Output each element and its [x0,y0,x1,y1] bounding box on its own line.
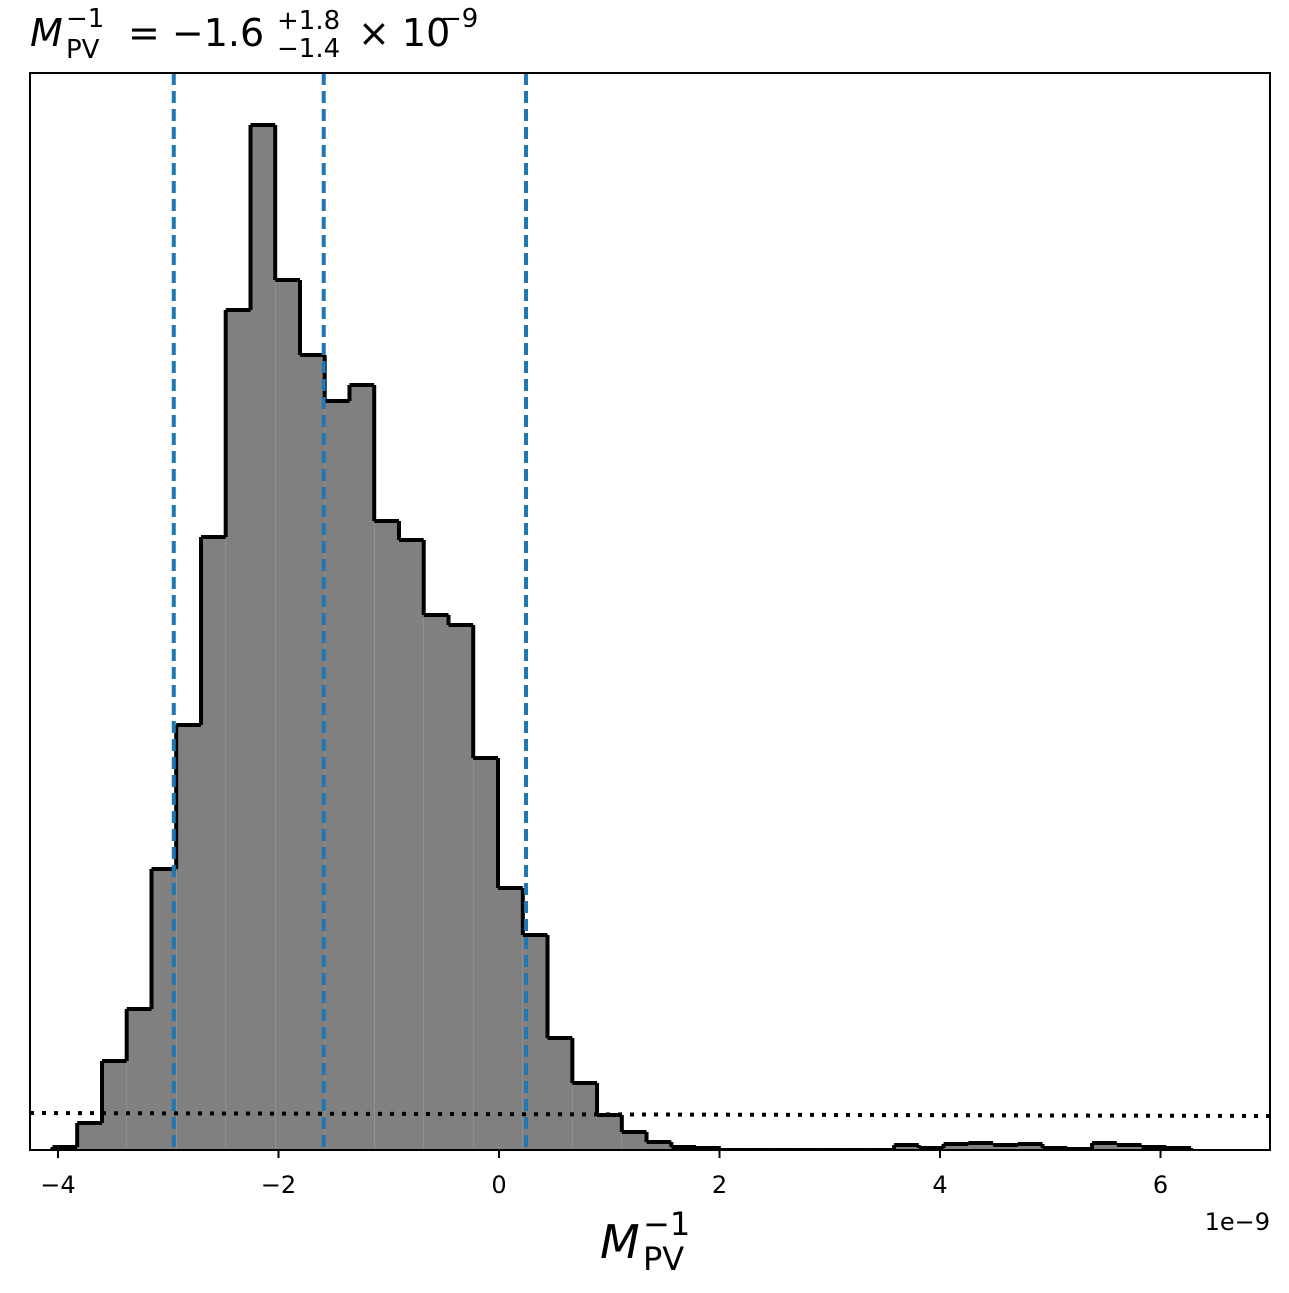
x-label-sub: PV [643,1240,684,1278]
plot-area [30,73,1270,1150]
title-sup: −1 [66,4,104,34]
bar [646,1142,672,1150]
bar [399,540,424,1150]
bar [349,385,375,1150]
bar [324,401,350,1150]
title-value: = −1.6 [128,11,264,55]
bar [1116,1145,1142,1150]
title-lower: −1.4 [277,34,340,64]
bar [498,888,523,1150]
bar [374,521,400,1150]
plot-frame [29,72,1271,1151]
bar [448,625,474,1150]
bar [101,1061,127,1150]
x-axis: −4 −2 0 2 4 6 [40,1150,1168,1199]
bar [1092,1143,1117,1150]
bar [250,125,276,1150]
title-upper: +1.8 [277,6,340,36]
title: M −1 PV = −1.6 +1.8 −1.4 × 10 −9 [30,4,478,65]
bar [943,1144,969,1150]
bar [176,725,202,1150]
x-offset-text: 1e−9 [1205,1208,1270,1236]
bar [894,1145,919,1150]
bar [993,1145,1018,1150]
x-tick-label: 0 [491,1171,506,1199]
bar [275,280,301,1150]
x-tick-label: −2 [261,1171,296,1199]
bar [547,1038,573,1150]
bar [77,1123,102,1150]
bar [225,310,251,1150]
reference-line [30,1111,1270,1118]
bar [621,1132,647,1150]
bar [1017,1144,1043,1150]
title-sub: PV [66,35,100,65]
bar [473,758,499,1150]
x-label-sup: −1 [643,1205,690,1243]
bar [126,1009,152,1150]
x-label-symbol: M [600,1215,640,1269]
bar [300,355,325,1150]
title-symbol: M [30,11,63,55]
x-tick-label: 4 [932,1171,947,1199]
x-label: M −1 PV [600,1205,690,1278]
title-times: × 10 [358,11,450,55]
title-exp: −9 [440,4,478,34]
bar [423,615,449,1150]
bar [968,1143,994,1150]
bar [597,1115,622,1150]
x-tick-label: −4 [40,1171,75,1199]
bar [572,1083,598,1150]
x-tick-label: 2 [712,1171,727,1199]
bar [201,537,226,1150]
x-tick-label: 6 [1153,1171,1168,1199]
